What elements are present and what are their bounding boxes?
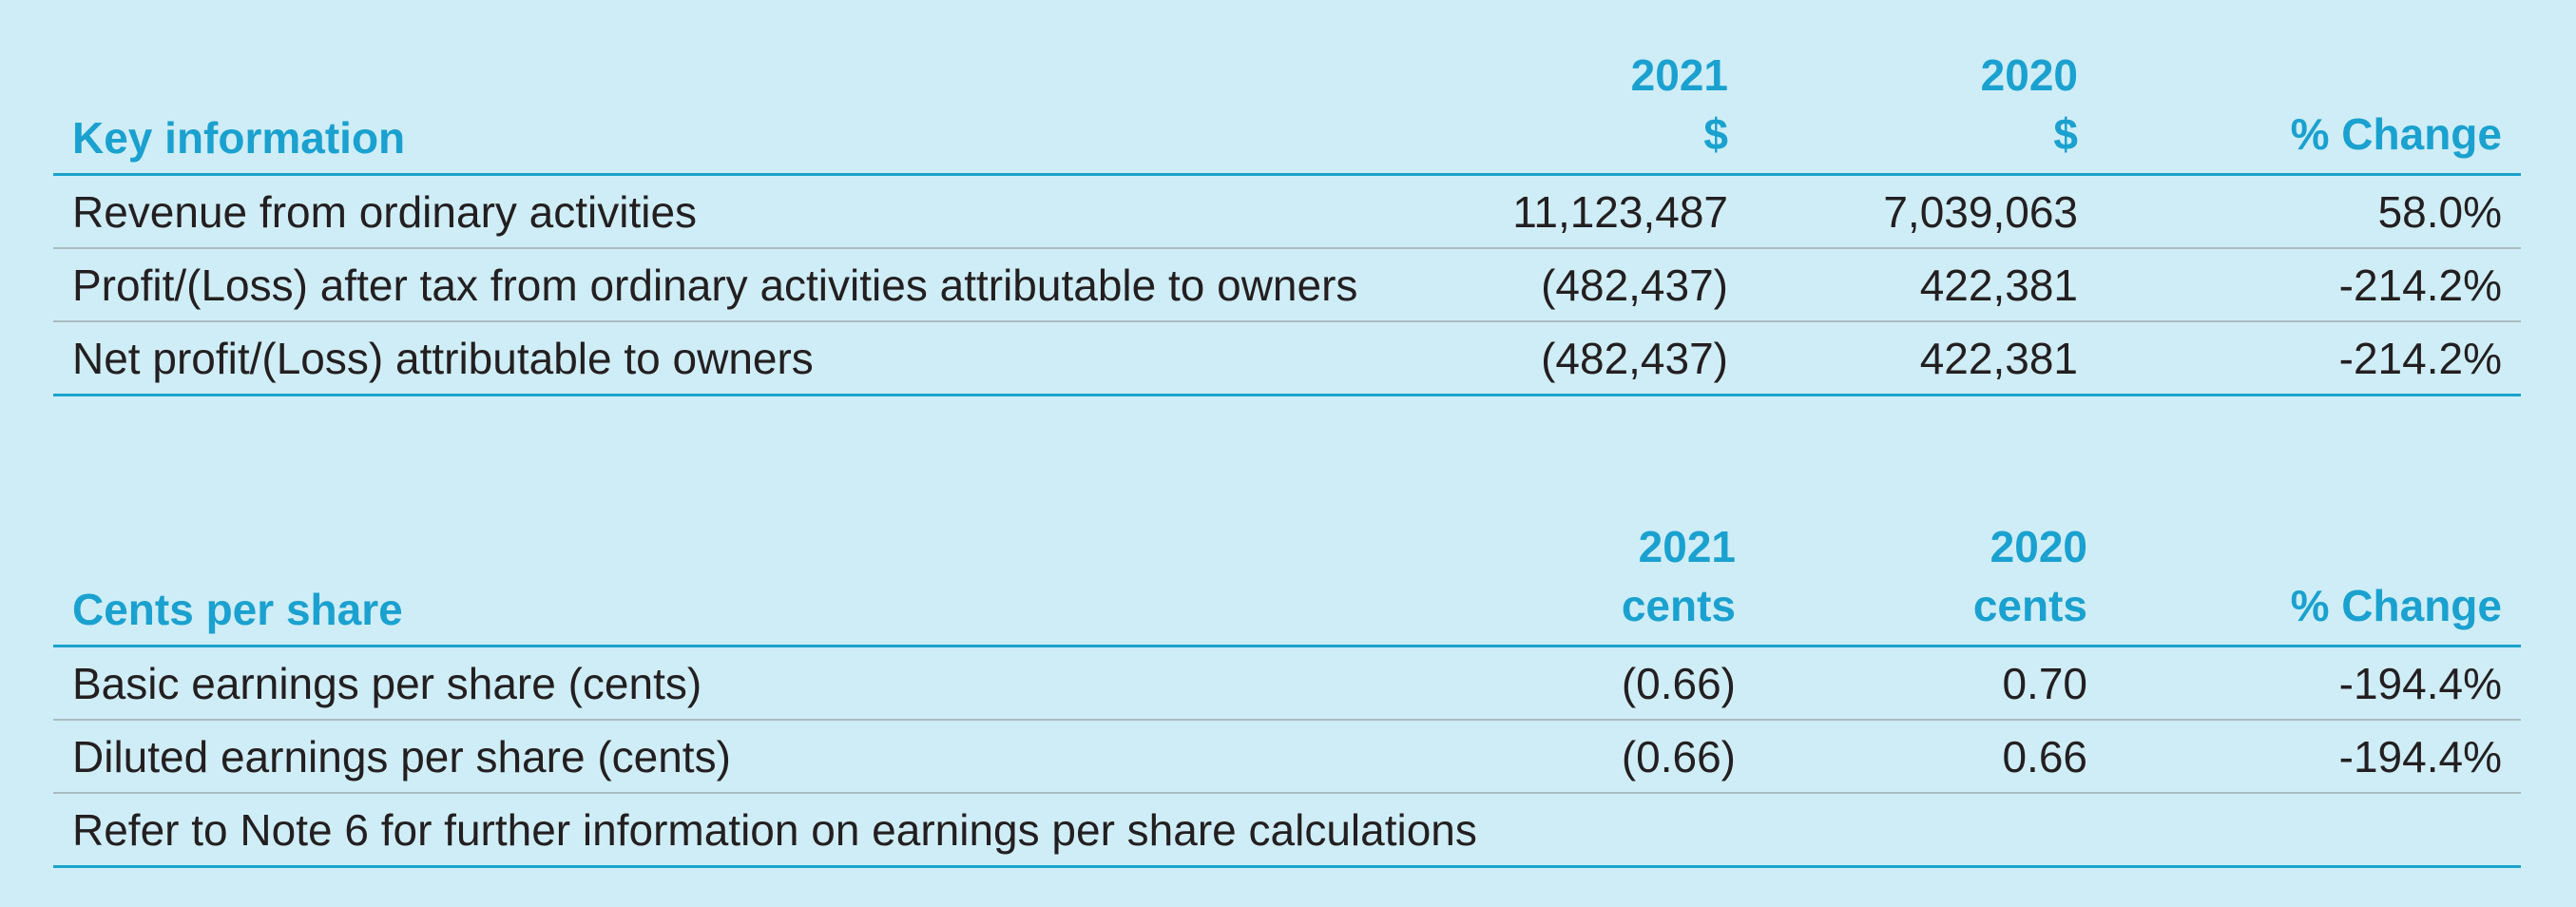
column-year: 2020 — [1990, 522, 2087, 571]
value-change: -194.4% — [2338, 658, 2502, 708]
column-header-change: % Change — [2291, 576, 2502, 635]
column-unit: $ — [2053, 109, 2078, 159]
table-row: Diluted earnings per share (cents) (0.66… — [53, 721, 2521, 794]
note-row: Refer to Note 6 for further information … — [53, 794, 2521, 868]
column-year: 2021 — [1630, 50, 1728, 100]
note-text: Refer to Note 6 for further information … — [72, 804, 1477, 855]
table-row: Basic earnings per share (cents) (0.66) … — [53, 647, 2521, 721]
key-information-table: Key information 2021 $ 2020 $ % Change R… — [53, 48, 2521, 396]
column-year: 2021 — [1638, 522, 1736, 571]
value-2021: (0.66) — [1621, 658, 1736, 708]
row-label: Diluted earnings per share (cents) — [72, 731, 731, 782]
column-label: % Change — [2290, 581, 2502, 630]
row-label: Profit/(Loss) after tax from ordinary ac… — [72, 260, 1358, 310]
column-unit: cents — [1621, 581, 1736, 630]
column-header-2021: 2021 cents — [1622, 517, 1736, 635]
value-2021: (0.66) — [1621, 731, 1736, 782]
value-change: -214.2% — [2338, 333, 2502, 383]
table-row: Profit/(Loss) after tax from ordinary ac… — [53, 249, 2521, 322]
key-information-header: Key information 2021 $ 2020 $ % Change — [53, 48, 2521, 176]
cents-per-share-header: Cents per share 2021 cents 2020 cents % … — [53, 519, 2521, 647]
table-row: Net profit/(Loss) attributable to owners… — [53, 322, 2521, 396]
column-header-2020: 2020 cents — [1973, 517, 2087, 635]
column-header-2020: 2020 $ — [1981, 46, 2078, 164]
value-2021: (482,437) — [1541, 260, 1728, 310]
row-label: Revenue from ordinary activities — [72, 186, 698, 237]
value-change: 58.0% — [2377, 186, 2502, 237]
column-header-change: % Change — [2291, 105, 2502, 164]
key-information-heading: Key information — [72, 113, 406, 163]
value-2020: 7,039,063 — [1883, 186, 2078, 237]
value-2021: (482,437) — [1541, 333, 1728, 383]
value-2020: 422,381 — [1919, 333, 2078, 383]
value-2020: 422,381 — [1919, 260, 2078, 310]
row-label: Net profit/(Loss) attributable to owners — [72, 333, 814, 383]
column-header-2021: 2021 $ — [1631, 46, 1728, 164]
value-2021: 11,123,487 — [1512, 186, 1728, 237]
column-label: % Change — [2290, 109, 2502, 159]
column-unit: cents — [1972, 581, 2087, 630]
column-unit: $ — [1703, 109, 1728, 159]
row-label: Basic earnings per share (cents) — [72, 658, 702, 708]
value-change: -194.4% — [2338, 731, 2502, 782]
column-year: 2020 — [1980, 50, 2078, 100]
cents-per-share-heading: Cents per share — [72, 585, 403, 634]
table-row: Revenue from ordinary activities 11,123,… — [53, 176, 2521, 249]
value-2020: 0.66 — [2002, 731, 2087, 782]
cents-per-share-table: Cents per share 2021 cents 2020 cents % … — [53, 519, 2521, 868]
value-2020: 0.70 — [2002, 658, 2087, 708]
value-change: -214.2% — [2338, 260, 2502, 310]
